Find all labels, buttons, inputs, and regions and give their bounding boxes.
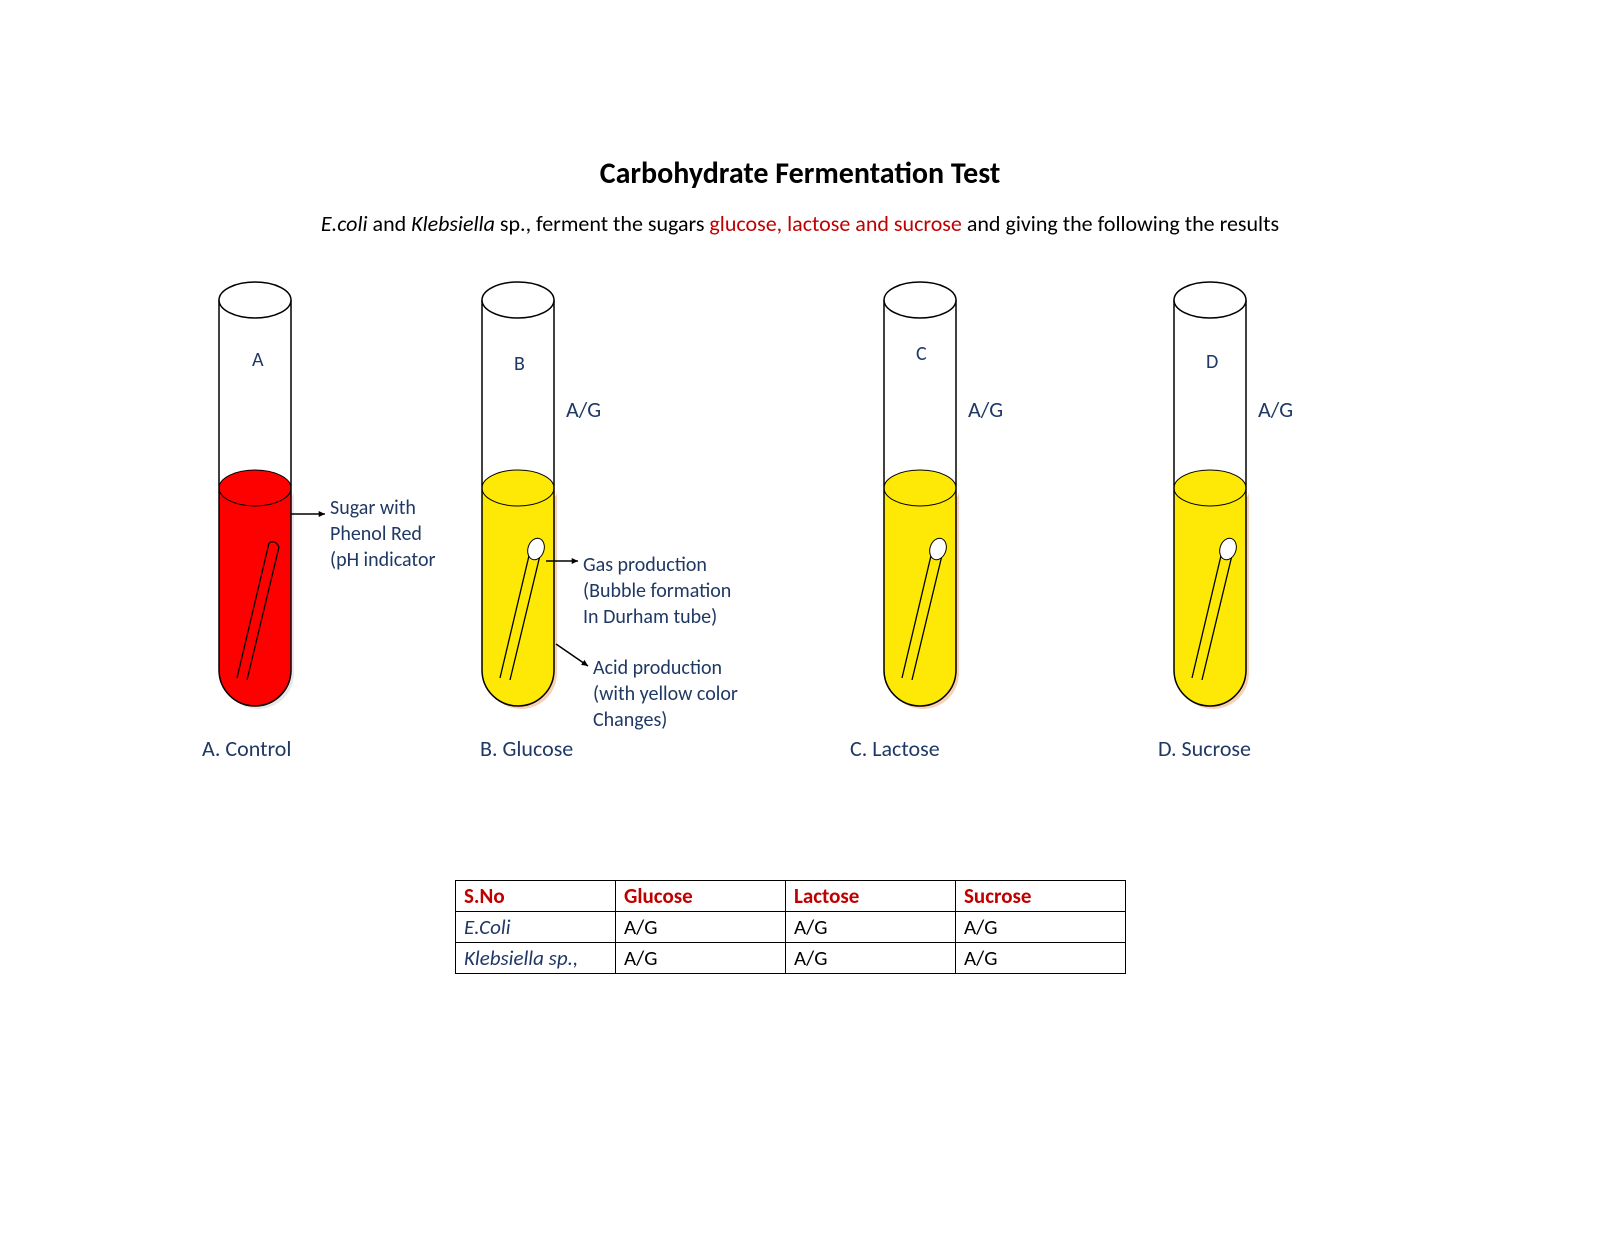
table-header: Lactose: [786, 881, 956, 912]
tube-caption: A. Control: [202, 735, 291, 762]
subtitle-text-2: and: [368, 210, 412, 237]
table-cell: A/G: [786, 912, 956, 943]
row-label: E.Coli: [456, 912, 616, 943]
table-header: Sucrose: [956, 881, 1126, 912]
table-cell: A/G: [616, 912, 786, 943]
ag-label: A/G: [1258, 396, 1293, 423]
table-row: Klebsiella sp.,A/GA/GA/G: [456, 943, 1126, 974]
tube-c: C A/G: [880, 280, 1180, 710]
subtitle-organism-1: E.coli: [321, 210, 368, 237]
table-header-row: S.NoGlucoseLactoseSucrose: [456, 881, 1126, 912]
ag-label: A/G: [968, 396, 1003, 423]
tube-a: A Sugar withPhenol Red(pH indicator: [215, 280, 515, 710]
table-cell: A/G: [616, 943, 786, 974]
subtitle: E.coli and Klebsiella sp., ferment the s…: [0, 210, 1600, 237]
table-header: Glucose: [616, 881, 786, 912]
tube-letter: B: [514, 352, 525, 376]
subtitle-text-6: and giving the following the results: [962, 210, 1279, 237]
subtitle-sugars: glucose, lactose and sucrose: [709, 210, 961, 237]
tube-letter: D: [1206, 350, 1218, 374]
test-tube-icon: [1170, 280, 1250, 710]
results-table-wrap: S.NoGlucoseLactoseSucroseE.ColiA/GA/GA/G…: [455, 880, 1126, 974]
annotation-label: Gas production(Bubble formationIn Durham…: [583, 552, 731, 630]
tube-caption: C. Lactose: [850, 735, 940, 762]
tube-d: D A/G: [1170, 280, 1470, 710]
tube-caption: D. Sucrose: [1158, 735, 1251, 762]
tube-b: B A/G Gas production(Bubble formationIn Du…: [478, 280, 778, 710]
test-tube-icon: [215, 280, 295, 710]
tube-letter: C: [916, 342, 927, 366]
results-table: S.NoGlucoseLactoseSucroseE.ColiA/GA/GA/G…: [455, 880, 1126, 974]
tubes-area: A Sugar withPhenol Red(pH indicator B A/G G…: [0, 280, 1600, 800]
table-cell: A/G: [786, 943, 956, 974]
table-cell: A/G: [956, 943, 1126, 974]
table-header: S.No: [456, 881, 616, 912]
test-tube-icon: [478, 280, 558, 710]
page-title: Carbohydrate Fermentation Test: [0, 155, 1600, 192]
annotation-label: Acid production(with yellow colorChanges…: [593, 655, 738, 733]
tube-caption: B. Glucose: [480, 735, 573, 762]
table-cell: A/G: [956, 912, 1126, 943]
subtitle-organism-3: Klebsiella: [411, 210, 495, 237]
annotation-label: Sugar withPhenol Red(pH indicator: [330, 495, 435, 573]
ag-label: A/G: [566, 396, 601, 423]
tube-letter: A: [252, 348, 264, 372]
table-row: E.ColiA/GA/GA/G: [456, 912, 1126, 943]
row-label: Klebsiella sp.,: [456, 943, 616, 974]
subtitle-text-4: sp., ferment the sugars: [495, 210, 710, 237]
